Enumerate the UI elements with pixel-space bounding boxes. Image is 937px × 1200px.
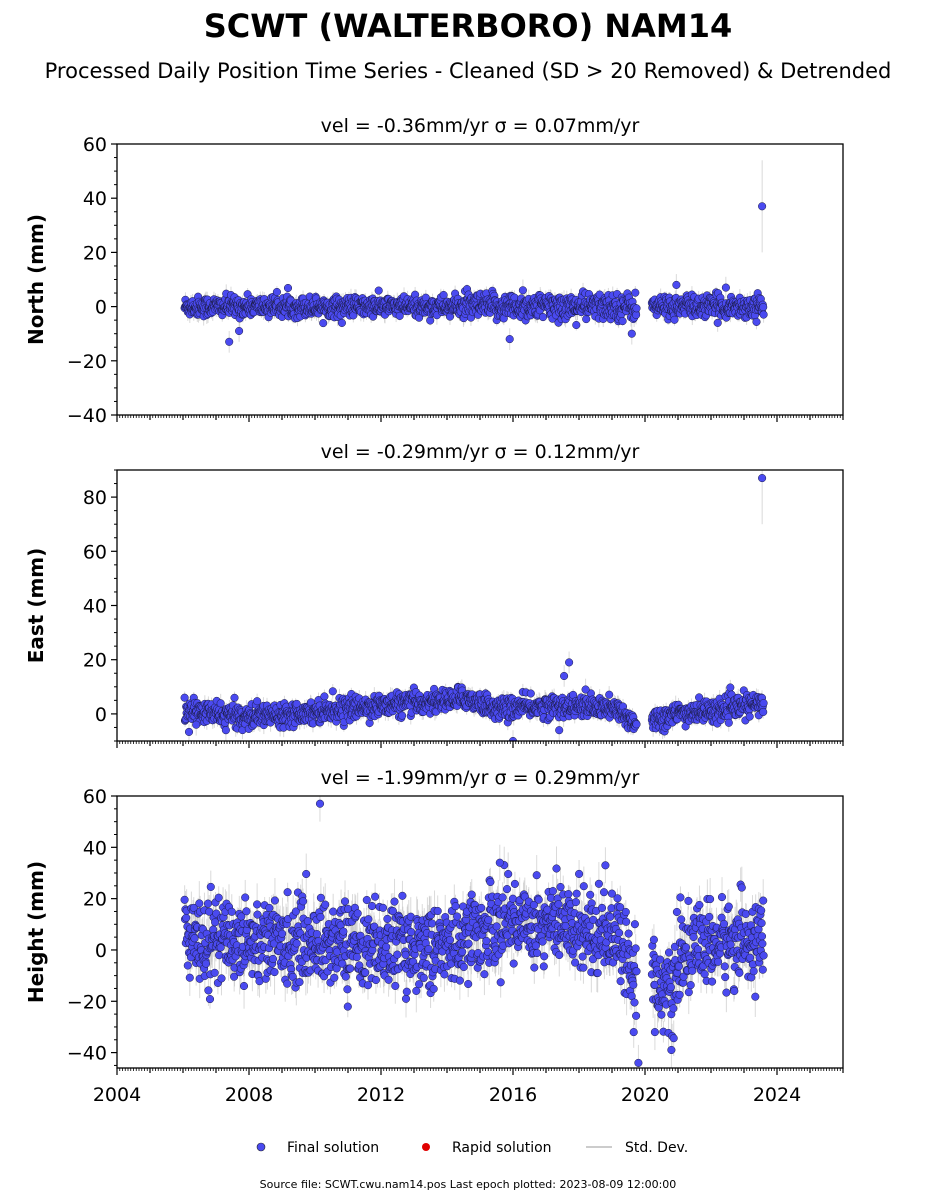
data-point <box>505 335 514 344</box>
data-point <box>216 699 225 708</box>
stddev-bars <box>184 160 765 353</box>
data-point <box>337 318 346 327</box>
panel-title: vel = -0.36mm/yr σ = 0.07mm/yr <box>321 115 640 137</box>
y-tick-label: 40 <box>83 188 107 210</box>
y-tick-label: 0 <box>95 297 107 319</box>
final-solution-points <box>180 202 768 346</box>
y-tick-label: −40 <box>67 405 107 427</box>
data-point <box>538 313 548 322</box>
data-point <box>426 316 435 325</box>
figure-title: SCWT (WALTERBORO) NAM14 <box>204 7 733 45</box>
data-point <box>759 310 768 319</box>
y-tick-label: 60 <box>83 134 107 156</box>
data-point <box>758 202 767 211</box>
y-axis-label: East (mm) <box>24 548 48 664</box>
data-point <box>627 329 636 338</box>
data-point <box>272 287 281 297</box>
data-point <box>235 326 244 336</box>
data-point <box>759 303 768 312</box>
data-point <box>230 693 239 702</box>
data-point <box>631 288 640 297</box>
data-point <box>572 320 581 330</box>
north-panel: vel = -0.36mm/yr σ = 0.07mm/yr North (mm)… <box>24 115 844 427</box>
data-point <box>752 317 761 326</box>
data-point <box>618 317 627 326</box>
data-point <box>253 697 262 706</box>
data-point <box>721 283 730 292</box>
y-tick-label: 20 <box>83 242 107 264</box>
data-point <box>713 318 722 327</box>
figure-subtitle: Processed Daily Position Time Series - C… <box>45 59 892 83</box>
y-axis-label: North (mm) <box>24 214 48 345</box>
data-point <box>180 693 189 702</box>
data-point <box>582 315 591 324</box>
data-point <box>632 304 641 313</box>
panel-title: vel = -0.29mm/yr σ = 0.12mm/yr <box>321 441 640 463</box>
data-point <box>328 687 337 696</box>
y-tick-label: −20 <box>67 351 107 373</box>
data-point <box>283 283 293 293</box>
data-point <box>225 337 234 346</box>
data-point <box>395 311 404 320</box>
y-ticks: −40 −20 0 20 40 60 <box>67 134 117 427</box>
data-point <box>518 286 527 295</box>
x-ticks <box>116 415 844 422</box>
final-solution-points <box>180 474 768 741</box>
data-point <box>184 727 194 736</box>
plot-area <box>180 470 768 741</box>
data-point <box>439 290 448 300</box>
data-point <box>374 286 383 295</box>
axes-frame <box>116 143 844 416</box>
data-point <box>670 315 679 324</box>
plot-area <box>180 160 768 353</box>
data-point <box>672 280 681 289</box>
data-point <box>320 692 329 701</box>
data-point <box>319 319 328 328</box>
